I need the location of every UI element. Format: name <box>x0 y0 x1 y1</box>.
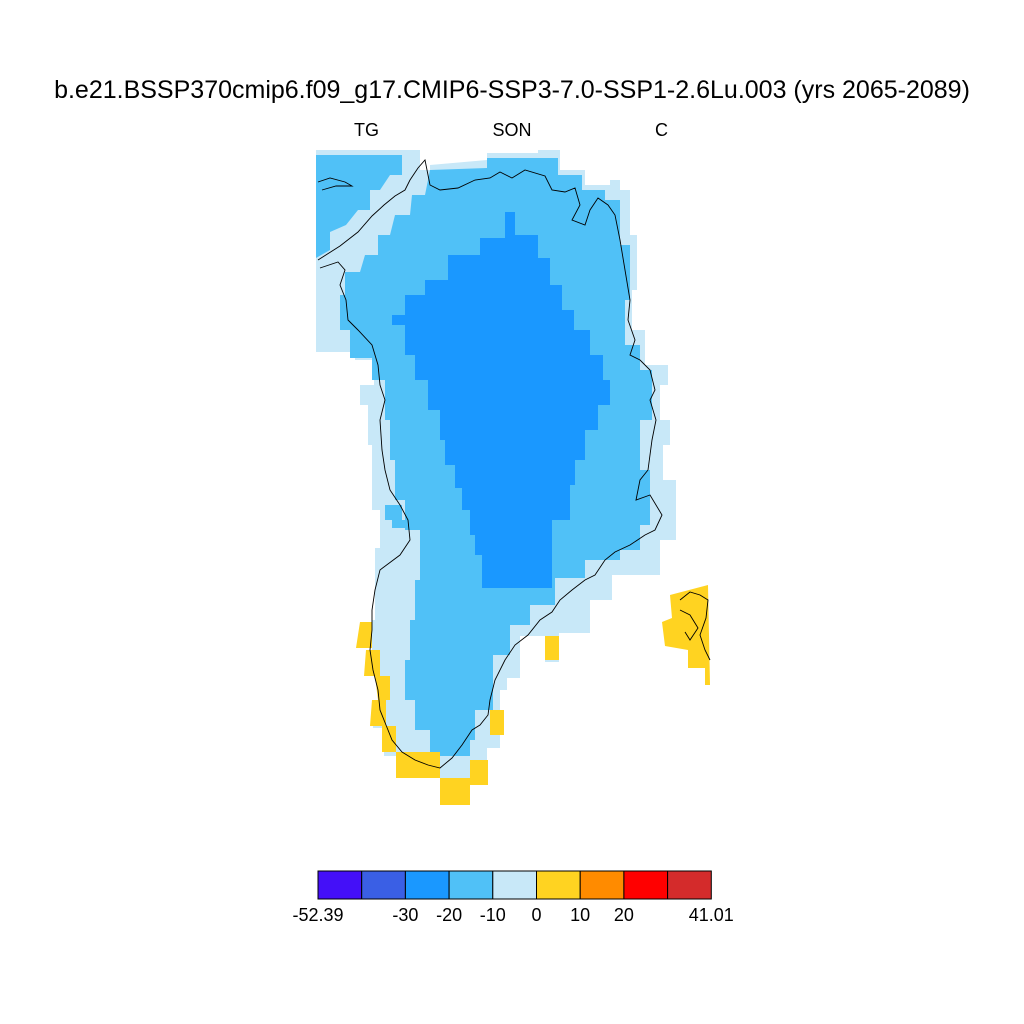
ice-sheet-interior <box>392 212 610 588</box>
colorbar-swatch <box>536 870 581 900</box>
colorbar-swatch <box>667 870 712 900</box>
iceland-cells <box>662 585 710 685</box>
variable-label: TG <box>354 120 379 140</box>
plot-title: b.e21.BSSP370cmip6.f09_g17.CMIP6-SSP3-7.… <box>54 76 970 104</box>
colorbar-label: -52.39 <box>292 905 344 925</box>
colorbar-swatch <box>317 870 363 900</box>
coastline <box>317 159 711 769</box>
colorbar-swatch <box>404 870 450 900</box>
colorbar-swatch <box>492 870 537 900</box>
colorbar-label: 0 <box>531 905 542 925</box>
colorbar-label: 20 <box>613 905 634 925</box>
colorbar-label: -20 <box>436 905 463 925</box>
colorbar-label: -10 <box>479 905 506 925</box>
colorbar <box>317 870 712 900</box>
units-label: C <box>655 120 668 140</box>
colorbar-swatch <box>361 870 406 900</box>
colorbar-swatch <box>448 870 494 900</box>
colorbar-swatch <box>579 870 625 900</box>
colorbar-label: 41.01 <box>688 905 734 925</box>
season-label: SON <box>492 120 532 140</box>
colorbar-label: 10 <box>570 905 591 925</box>
colorbar-swatch <box>623 870 669 900</box>
colorbar-label: -30 <box>392 905 419 925</box>
